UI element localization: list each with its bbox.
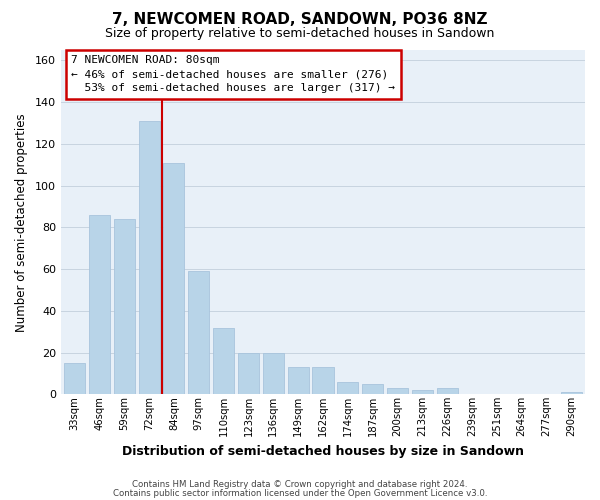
Text: Contains HM Land Registry data © Crown copyright and database right 2024.: Contains HM Land Registry data © Crown c…	[132, 480, 468, 489]
X-axis label: Distribution of semi-detached houses by size in Sandown: Distribution of semi-detached houses by …	[122, 444, 524, 458]
Bar	[561, 392, 582, 394]
Bar	[437, 388, 458, 394]
Bar	[213, 328, 234, 394]
Bar	[337, 382, 358, 394]
Bar	[64, 363, 85, 394]
Y-axis label: Number of semi-detached properties: Number of semi-detached properties	[15, 113, 28, 332]
Bar	[412, 390, 433, 394]
Bar	[387, 388, 408, 394]
Bar	[188, 272, 209, 394]
Bar	[238, 352, 259, 395]
Text: Contains public sector information licensed under the Open Government Licence v3: Contains public sector information licen…	[113, 488, 487, 498]
Bar	[263, 352, 284, 395]
Bar	[313, 368, 334, 394]
Text: Size of property relative to semi-detached houses in Sandown: Size of property relative to semi-detach…	[106, 28, 494, 40]
Bar	[287, 368, 308, 394]
Bar	[139, 121, 160, 394]
Text: 7, NEWCOMEN ROAD, SANDOWN, PO36 8NZ: 7, NEWCOMEN ROAD, SANDOWN, PO36 8NZ	[112, 12, 488, 28]
Text: 7 NEWCOMEN ROAD: 80sqm
← 46% of semi-detached houses are smaller (276)
  53% of : 7 NEWCOMEN ROAD: 80sqm ← 46% of semi-det…	[71, 55, 395, 93]
Bar	[362, 384, 383, 394]
Bar	[114, 219, 135, 394]
Bar	[163, 162, 184, 394]
Bar	[89, 215, 110, 394]
